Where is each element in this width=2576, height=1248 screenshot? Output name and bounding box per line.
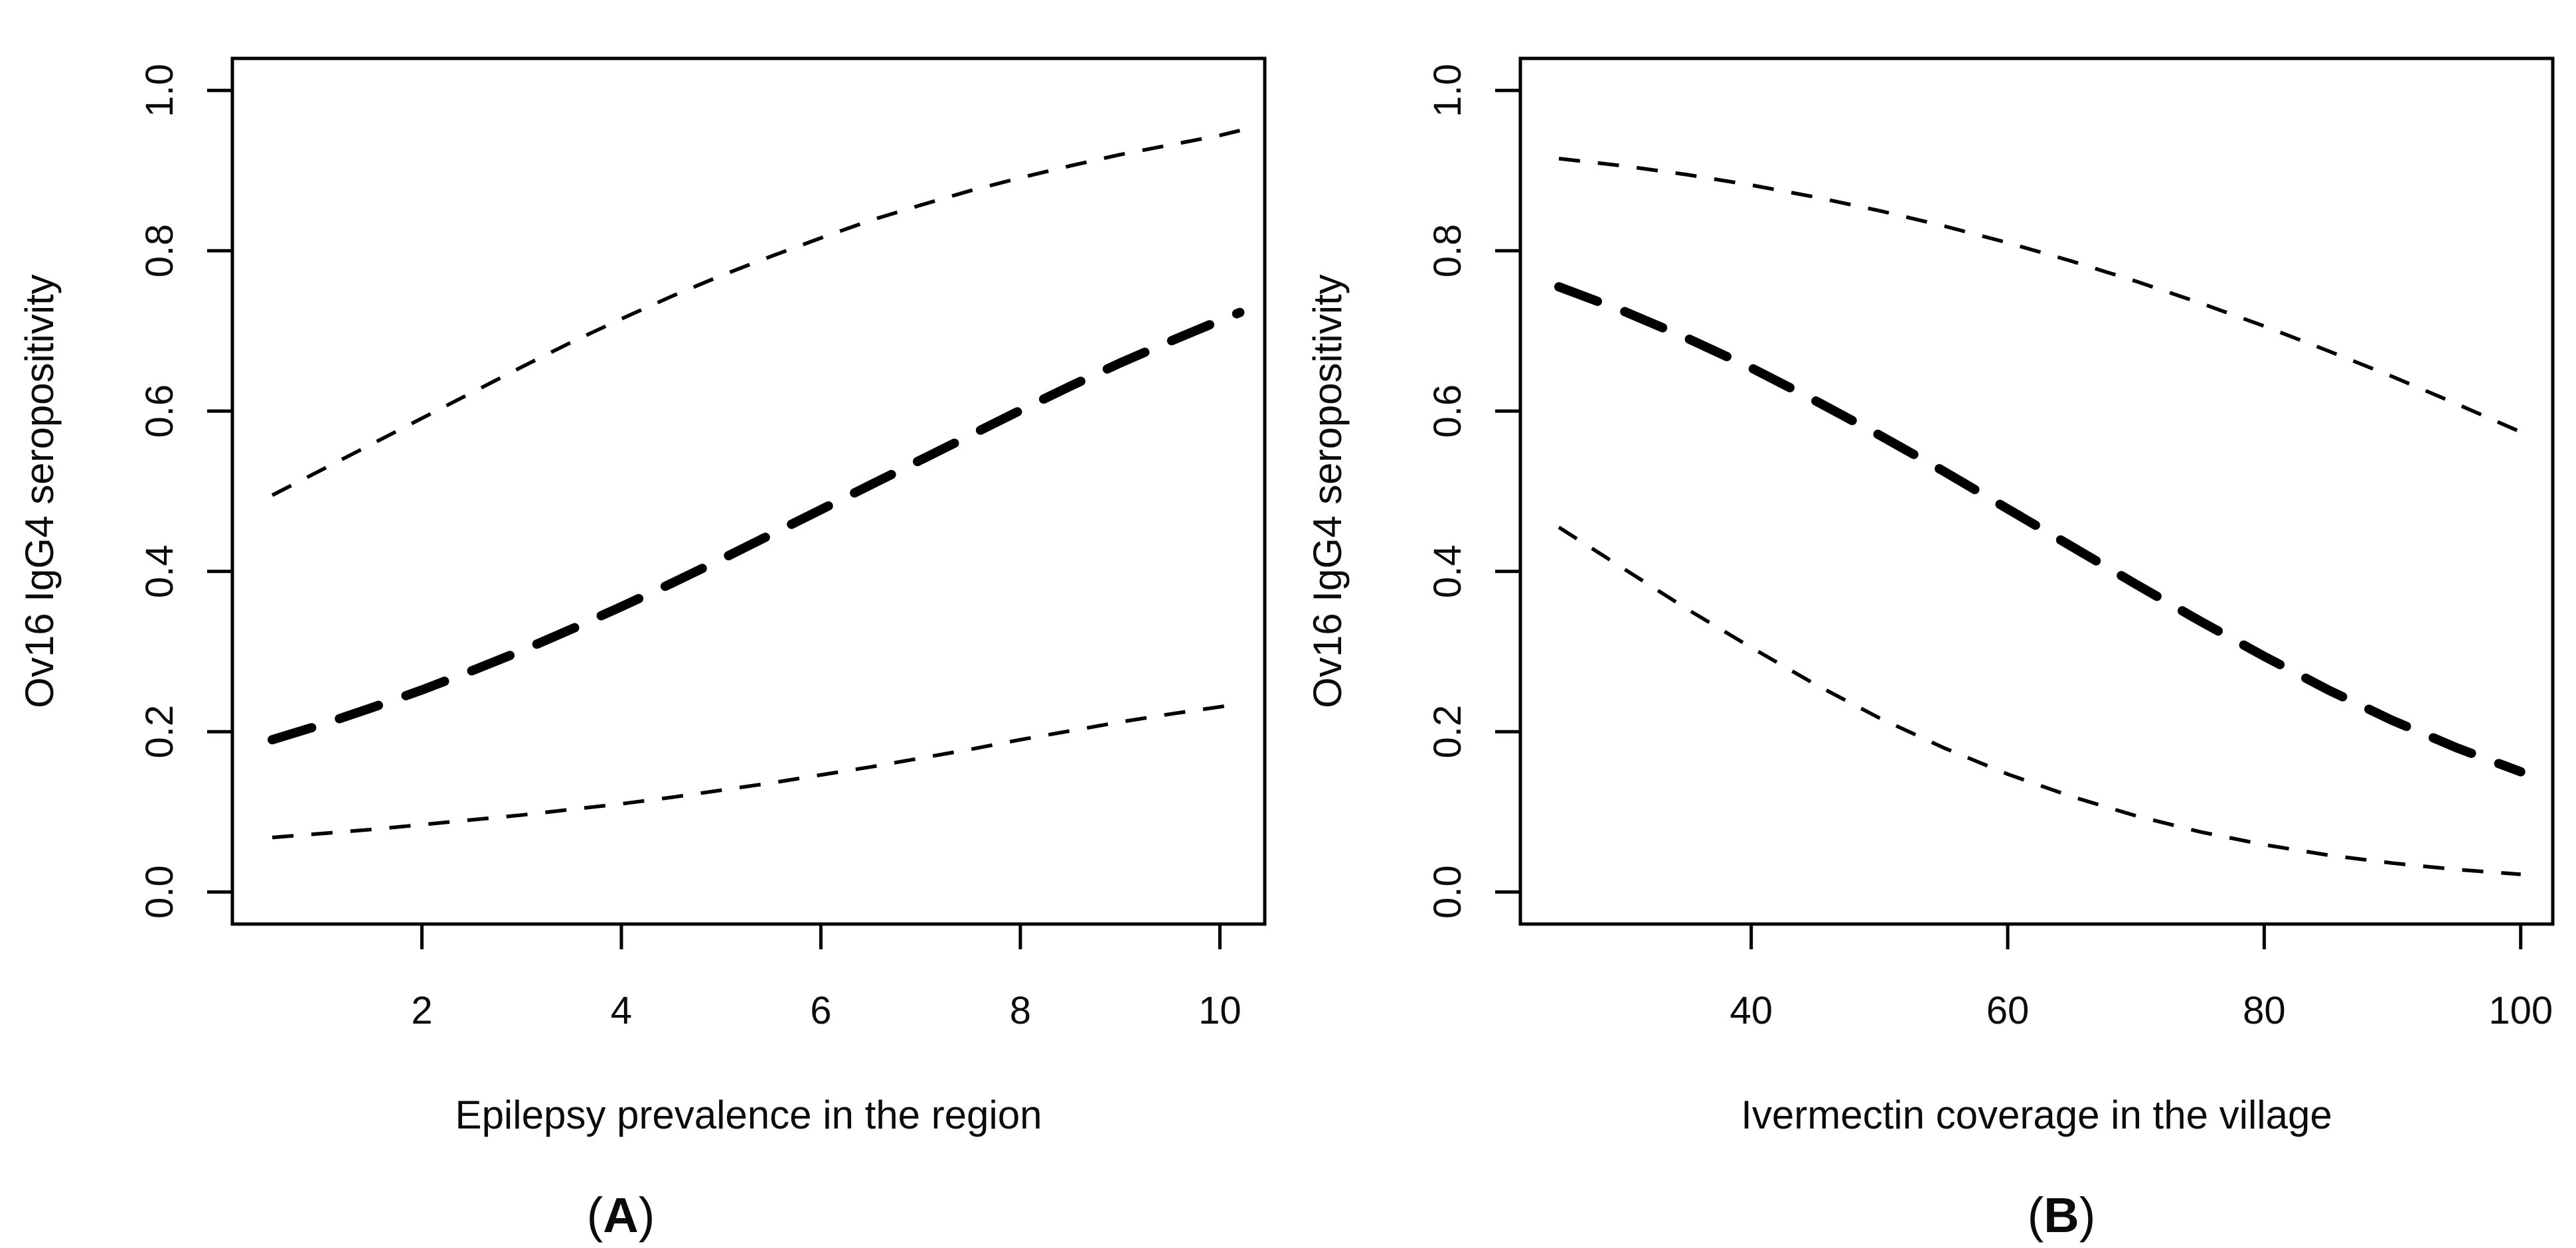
caption-close: ): [2079, 1188, 2096, 1243]
x-tick-label: 8: [1010, 989, 1031, 1032]
x-tick-label: 6: [810, 989, 831, 1032]
y-tick-label: 0.2: [1426, 705, 1469, 759]
y-tick-label: 0.6: [1426, 384, 1469, 438]
curve-lower-confidence-band: [272, 702, 1240, 840]
curve-lower-confidence-band: [1558, 525, 2521, 876]
x-tick-label: 60: [1986, 989, 2030, 1032]
caption-open: (: [587, 1188, 604, 1243]
y-tick-label: 1.0: [1426, 64, 1469, 117]
x-tick-label: 40: [1730, 989, 1773, 1032]
panel-caption: (B): [2028, 1188, 2096, 1243]
panel-A: 2 4 6 8 10 0.0 0.2 0.4 0.6 0.8 1.0 Epilepsy prevale…: [17, 56, 1267, 1243]
y-tick-label: 0.8: [1426, 224, 1469, 277]
panel-B-chart: 40 60 80 100 0.0 0.2 0.4 0.6 0.8 1.0 Ivermectin co…: [1305, 56, 2555, 1243]
plot-box: [230, 56, 1267, 926]
panel-A-chart: 2 4 6 8 10 0.0 0.2 0.4 0.6 0.8 1.0 Epilepsy prevale…: [17, 56, 1267, 1243]
curve-predicted-seropositivity: [268, 307, 1245, 745]
caption-letter: A: [603, 1188, 638, 1243]
y-tick-label: 0.8: [138, 224, 181, 277]
y-axis-title: Ov16 IgG4 seropositivity: [17, 274, 62, 708]
curve-upper-confidence-band: [271, 129, 1241, 497]
y-axis-title: Ov16 IgG4 seropositivity: [1305, 274, 1350, 708]
curve-predicted-seropositivity: [1554, 282, 2526, 777]
plot-box: [1518, 56, 2555, 926]
x-axis-title: Epilepsy prevalence in the region: [455, 1093, 1042, 1137]
caption-letter: B: [2044, 1188, 2079, 1243]
x-tick-label: 2: [411, 989, 432, 1032]
x-axis-title: Ivermectin coverage in the village: [1741, 1093, 2332, 1137]
caption-open: (: [2028, 1188, 2044, 1243]
x-tick-label: 80: [2243, 989, 2286, 1032]
panel-B: 40 60 80 100 0.0 0.2 0.4 0.6 0.8 1.0 Ivermectin co…: [1288, 0, 2576, 1248]
panel-caption: (A): [587, 1188, 655, 1243]
y-tick-label: 0.4: [1426, 544, 1469, 598]
curve-upper-confidence-band: [1558, 157, 2522, 434]
y-tick-label: 0.2: [138, 705, 181, 759]
y-tick-label: 0.4: [138, 544, 181, 598]
y-tick-label: 0.6: [138, 384, 181, 438]
x-tick-label: 100: [2488, 989, 2553, 1032]
x-tick-label: 4: [611, 989, 632, 1032]
y-tick-label: 1.0: [138, 64, 181, 117]
y-tick-label: 0.0: [1426, 865, 1469, 919]
x-tick-label: 10: [1198, 989, 1242, 1032]
caption-close: ): [639, 1188, 655, 1243]
y-tick-label: 0.0: [138, 865, 181, 919]
